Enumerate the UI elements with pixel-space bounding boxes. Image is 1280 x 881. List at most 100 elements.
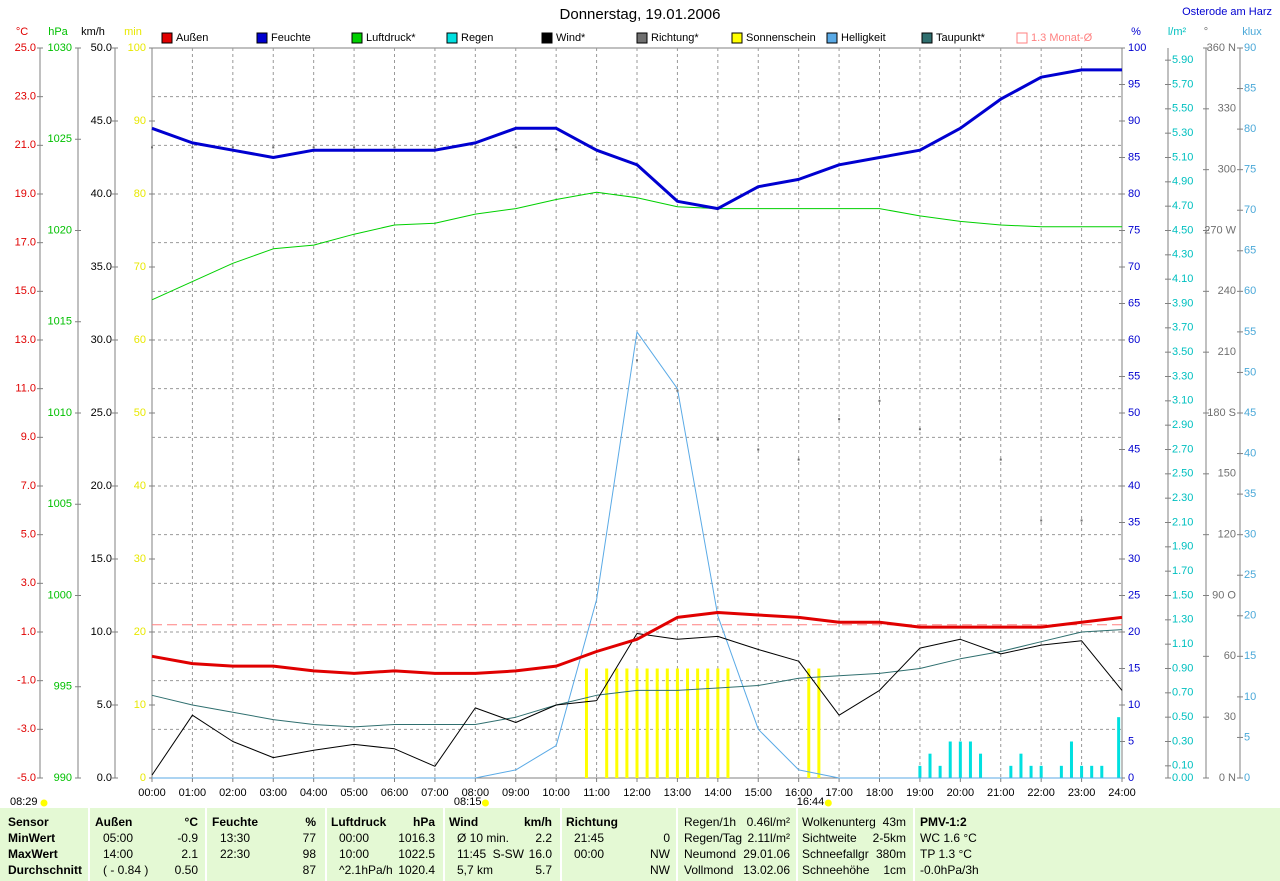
separator <box>443 808 445 881</box>
bar <box>665 668 669 778</box>
location: Osterode am Harz <box>1182 6 1272 18</box>
cell: 5,7 km <box>457 863 494 877</box>
y-tick-label: 1005 <box>48 498 72 510</box>
y-tick-label: 0.10 <box>1172 760 1193 772</box>
info-value: 29.01.06 <box>743 847 790 861</box>
x-tick-label: 24:00 <box>1108 787 1136 799</box>
x-tick-label: 12:00 <box>623 787 651 799</box>
info-value: 1cm <box>883 863 906 877</box>
cell-value: 2.1 <box>181 847 198 861</box>
y-tick-label: 90 <box>134 115 146 127</box>
y-tick-label: 0.50 <box>1172 711 1193 723</box>
x-tick-label: 17:00 <box>825 787 853 799</box>
dot <box>838 418 841 421</box>
dot <box>191 146 194 149</box>
y-tick-label: 2.70 <box>1172 443 1193 455</box>
legend-label: Außen <box>176 32 208 44</box>
y-tick-label: 50 <box>1128 407 1140 419</box>
dot <box>1040 519 1043 522</box>
chart: Donnerstag, 19.01.2006 Osterode am Harz … <box>10 6 1272 808</box>
bar <box>655 668 659 778</box>
bar <box>675 668 679 778</box>
x-tick-label: 20:00 <box>947 787 975 799</box>
info-label: Neumond <box>684 847 737 861</box>
y-tick-label: 30.0 <box>91 334 112 346</box>
y-tick-label: 45.0 <box>91 115 112 127</box>
y-tick-label: 20.0 <box>91 480 112 492</box>
cell-value: 87 <box>302 863 316 877</box>
pmv-value: -0.0hPa/3h <box>920 863 979 877</box>
y-tick-label: 1.50 <box>1172 589 1193 601</box>
bar <box>1090 765 1094 778</box>
chart-title: Donnerstag, 19.01.2006 <box>560 6 721 23</box>
y-tick-label: 2.50 <box>1172 468 1193 480</box>
group-header: Luftdruck <box>331 815 387 829</box>
y-tick-label: 1015 <box>48 316 72 328</box>
x-tick-label: 18:00 <box>866 787 894 799</box>
y-tick-label: 3.90 <box>1172 297 1193 309</box>
x-tick-label: 06:00 <box>381 787 409 799</box>
separator <box>796 808 798 881</box>
cell: 13:30 <box>220 831 251 845</box>
x-tick-label: 16:00 <box>785 787 813 799</box>
y-tick-label: 150 <box>1218 468 1236 480</box>
info-label: Vollmond <box>684 863 734 877</box>
bar <box>928 753 932 778</box>
y-tick-label: -3.0 <box>17 723 36 735</box>
y-tick-label: 30 <box>134 553 146 565</box>
cell: 14:00 <box>103 847 134 861</box>
y-tick-label: 1020 <box>48 224 72 236</box>
legend-label: Sonnenschein <box>746 32 816 44</box>
series-line <box>151 68 1122 211</box>
bar <box>686 668 690 778</box>
separator <box>205 808 207 881</box>
axis-unit: hPa <box>48 26 68 38</box>
y-tick-label: 60 <box>1128 334 1140 346</box>
x-tick-label: 19:00 <box>906 787 934 799</box>
y-tick-label: -1.0 <box>17 675 36 687</box>
bar <box>625 668 629 778</box>
y-tick-label: 60 <box>1244 285 1256 297</box>
y-tick-label: 3.0 <box>21 577 36 589</box>
bar <box>716 668 720 778</box>
y-tick-label: 1010 <box>48 407 72 419</box>
cell-value: NW <box>650 847 670 861</box>
y-tick-label: 100 <box>128 42 146 54</box>
separator <box>325 808 327 881</box>
y-tick-label: 4.10 <box>1172 273 1193 285</box>
y-tick-label: 10.0 <box>91 626 112 638</box>
dot <box>474 146 477 149</box>
x-tick-label: 03:00 <box>259 787 287 799</box>
y-tick-label: 35 <box>1128 516 1140 528</box>
axis-unit: ° <box>1204 26 1208 38</box>
y-tick-label: 13.0 <box>15 334 36 346</box>
y-tick-label: 65 <box>1244 245 1256 257</box>
legend-label: Helligkeit <box>841 32 886 44</box>
bar <box>1029 765 1033 778</box>
info-label: Regen/1h <box>684 815 737 829</box>
y-tick-label: 7.0 <box>21 480 36 492</box>
y-tick-label: 1.30 <box>1172 614 1193 626</box>
y-tick-label: 4.70 <box>1172 200 1193 212</box>
y-tick-label: 90 <box>1244 42 1256 54</box>
cell-value: 16.0 <box>528 847 552 861</box>
y-tick-label: 20 <box>1244 610 1256 622</box>
legend-swatch <box>351 32 363 44</box>
series-line <box>151 191 1122 301</box>
cell-value: 0.50 <box>174 863 198 877</box>
y-tick-label: 990 <box>54 772 72 784</box>
cell-value: 98 <box>302 847 316 861</box>
y-tick-label: 3.30 <box>1172 370 1193 382</box>
legend-label: Wind* <box>556 32 586 44</box>
x-tick-label: 21:00 <box>987 787 1015 799</box>
y-tick-label: 4.50 <box>1172 224 1193 236</box>
y-tick-label: 300 <box>1218 164 1236 176</box>
y-tick-label: 45 <box>1244 407 1256 419</box>
pmv-value: WC 1.6 °C <box>920 831 977 845</box>
dot <box>151 146 153 149</box>
y-tick-label: 0.0 <box>97 772 112 784</box>
bar <box>584 668 588 778</box>
group-header: Feuchte <box>212 815 259 829</box>
legend-label: 1.3 Monat-Ø <box>1031 32 1093 44</box>
